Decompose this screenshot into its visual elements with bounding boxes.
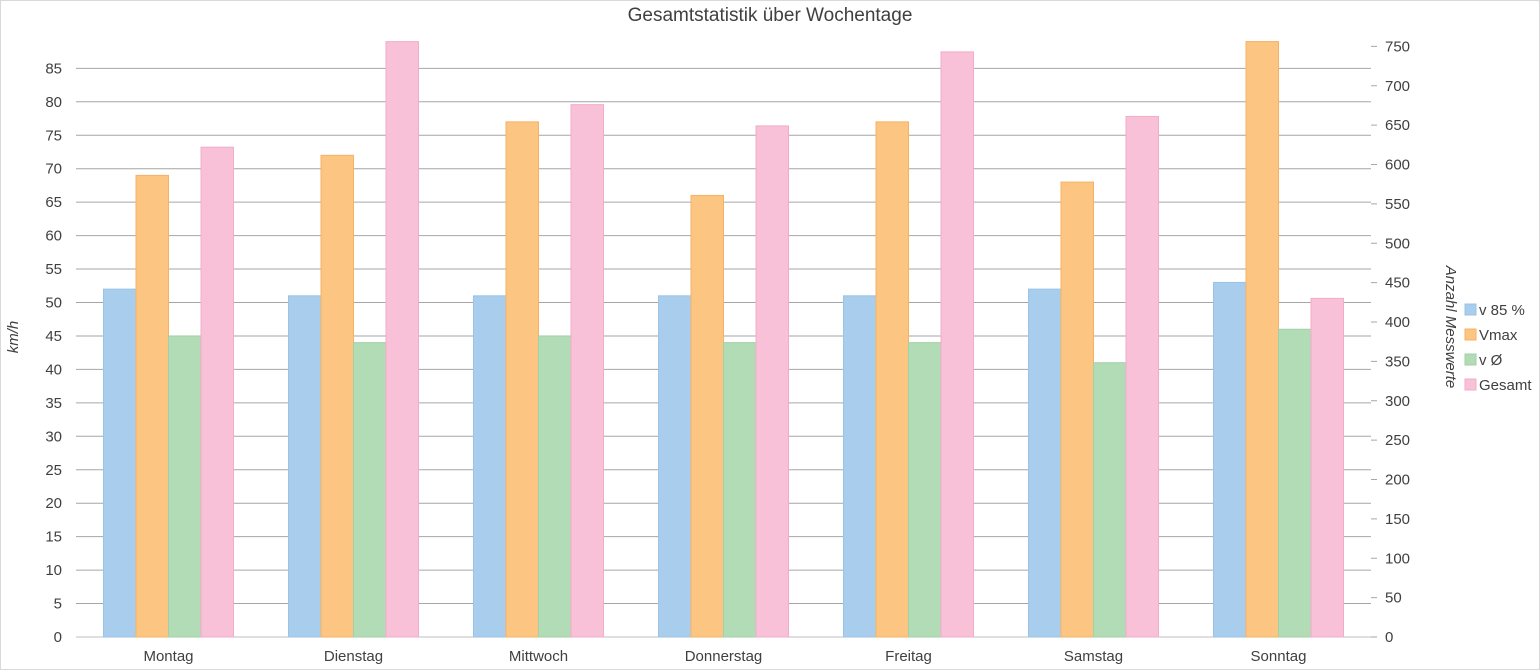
- y-tick-label: 65: [45, 194, 62, 211]
- bar-gesamt-samstag: [1125, 115, 1159, 638]
- x-tick-label: Freitag: [885, 648, 932, 665]
- y-tick-label: 70: [45, 161, 62, 178]
- y-tick-label: 35: [45, 395, 62, 412]
- y-tick-label: 40: [45, 361, 62, 378]
- bar-gesamt-mittwoch: [570, 104, 604, 638]
- legend-swatch: [1464, 378, 1477, 391]
- x-tick-label: Sonntag: [1251, 648, 1307, 665]
- legend-label: Vmax: [1479, 327, 1518, 344]
- bar-vmax-donnerstag: [690, 194, 724, 638]
- y-tick-label: 0: [54, 629, 62, 646]
- y2-tick-label: 150: [1385, 511, 1410, 528]
- y2-tick-label: 650: [1385, 117, 1410, 134]
- bar-v-montag: [168, 335, 202, 638]
- y-tick-label: 55: [45, 261, 62, 278]
- y2-tick-label: 350: [1385, 353, 1410, 370]
- bar-v-85-dienstag: [288, 295, 322, 638]
- legend: v 85 % Vmax v Ø Gesamt: [1464, 302, 1532, 394]
- bar-v-mittwoch: [538, 335, 572, 638]
- y-tick-label: 60: [45, 228, 62, 245]
- legend-swatch: [1464, 353, 1477, 366]
- bar-vmax-dienstag: [320, 154, 354, 638]
- y2-tick-label: 550: [1385, 196, 1410, 213]
- bar-gesamt-montag: [200, 146, 234, 638]
- x-tick-label: Samstag: [1064, 648, 1123, 665]
- y-tick-label: 20: [45, 495, 62, 512]
- x-tick-label: Mittwoch: [509, 648, 568, 665]
- bar-vmax-mittwoch: [505, 121, 539, 638]
- bar-gesamt-sonntag: [1310, 297, 1344, 638]
- bar-v-85-samstag: [1028, 288, 1062, 638]
- legend-swatch: [1464, 328, 1477, 341]
- x-tick-label: Dienstag: [324, 648, 383, 665]
- y-tick-label: 15: [45, 529, 62, 546]
- y-axis-title: km/h: [5, 321, 22, 354]
- y-tick-label: 45: [45, 328, 62, 345]
- y-tick-label: 75: [45, 127, 62, 144]
- bar-gesamt-dienstag: [385, 41, 419, 638]
- y2-axis-title: Anzahl Messwerte: [1442, 265, 1459, 389]
- bar-v-donnerstag: [723, 342, 757, 638]
- y2-tick-label: 450: [1385, 275, 1410, 292]
- y2-tick-label: 250: [1385, 432, 1410, 449]
- legend-label: Gesamt: [1479, 377, 1532, 394]
- y2-tick-label: 750: [1385, 38, 1410, 55]
- bar-v-sonntag: [1278, 328, 1312, 638]
- y-tick-label: 5: [54, 596, 62, 613]
- legend-label: v Ø: [1479, 352, 1503, 369]
- bar-v-85-freitag: [843, 295, 877, 638]
- y-tick-label: 25: [45, 462, 62, 479]
- bars: [103, 41, 1344, 638]
- bar-v-85-mittwoch: [473, 295, 507, 638]
- bar-v-85-montag: [103, 288, 137, 638]
- x-tick-label: Montag: [143, 648, 193, 665]
- y2-tick-label: 50: [1385, 590, 1402, 607]
- y2-tick-label: 500: [1385, 235, 1410, 252]
- y2-tick-label: 300: [1385, 393, 1410, 410]
- y-tick-label: 85: [45, 60, 62, 77]
- y-tick-label: 80: [45, 94, 62, 111]
- y2-tick-label: 100: [1385, 550, 1410, 567]
- x-tick-label: Donnerstag: [685, 648, 763, 665]
- y-tick-label: 10: [45, 562, 62, 579]
- bar-vmax-freitag: [875, 121, 909, 638]
- bar-gesamt-donnerstag: [755, 125, 789, 638]
- y2-tick-label: 200: [1385, 472, 1410, 489]
- y2-tick-label: 600: [1385, 157, 1410, 174]
- bar-v-samstag: [1093, 362, 1127, 638]
- bar-vmax-samstag: [1060, 181, 1094, 638]
- bar-v-freitag: [908, 342, 942, 638]
- y-tick-label: 30: [45, 428, 62, 445]
- y2-tick-label: 700: [1385, 78, 1410, 95]
- legend-swatch: [1464, 303, 1477, 316]
- y2-tick-label: 400: [1385, 314, 1410, 331]
- y-tick-label: 50: [45, 295, 62, 312]
- bar-vmax-sonntag: [1245, 41, 1279, 638]
- y2-tick-label: 0: [1385, 629, 1393, 646]
- bar-vmax-montag: [135, 174, 169, 638]
- bar-v-85-sonntag: [1213, 281, 1247, 638]
- bar-gesamt-freitag: [940, 51, 974, 638]
- axes: 0 5 10 15 20 25 30 35 40 45 50 55 60 65 70 75 80 85 0 50 100…: [45, 38, 1410, 665]
- bar-v-dienstag: [353, 342, 387, 638]
- legend-label: v 85 %: [1479, 302, 1525, 319]
- chart-title: Gesamtstatistik über Wochentage: [628, 5, 913, 26]
- bar-v-85-donnerstag: [658, 295, 692, 638]
